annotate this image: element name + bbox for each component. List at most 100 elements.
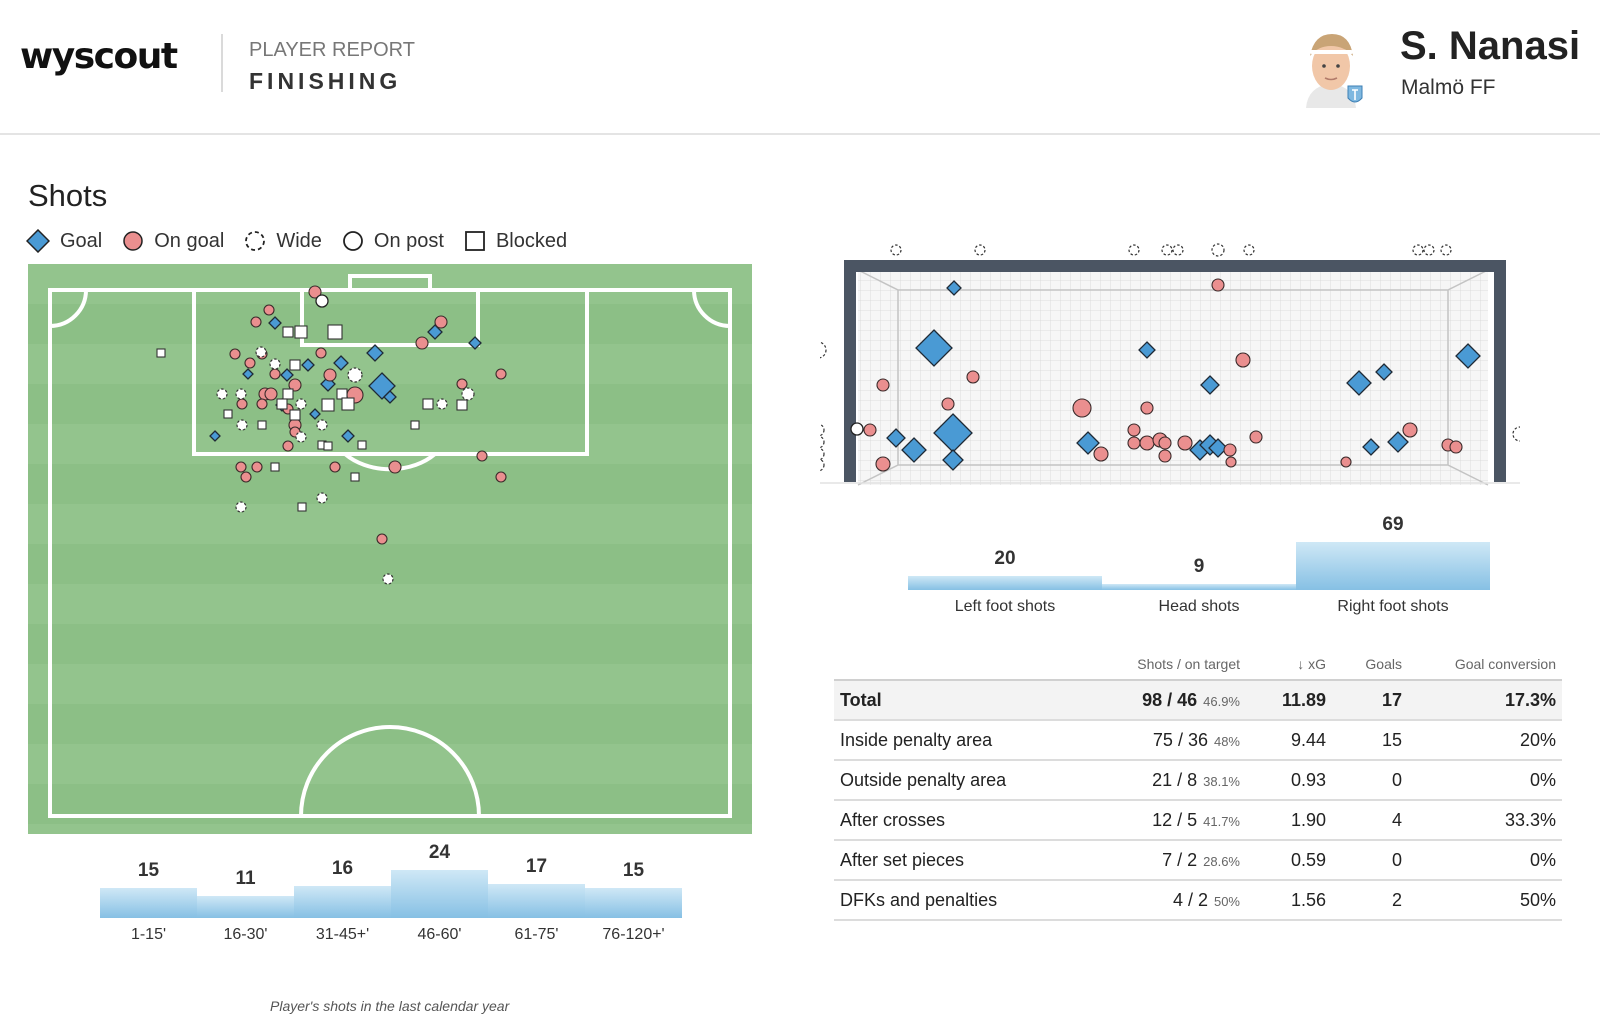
shot-on-goal-marker[interactable] (1158, 436, 1172, 450)
shot-blocked-marker[interactable] (270, 462, 280, 472)
shot-goal-marker[interactable] (1138, 341, 1156, 359)
shot-on-goal-marker[interactable] (1140, 401, 1154, 415)
stats-header-goals[interactable]: Goals (1332, 648, 1408, 681)
shot-on-goal-marker[interactable] (1093, 446, 1109, 462)
shot-blocked-marker[interactable] (276, 398, 288, 410)
shot-on-goal-marker[interactable] (251, 461, 263, 473)
shot-wide-marker[interactable] (269, 358, 281, 370)
body-part-bar[interactable] (1102, 583, 1296, 590)
shot-wide-marker[interactable] (820, 458, 825, 472)
stats-row[interactable]: DFKs and penalties 4 / 2 50% 1.56 2 50% (834, 880, 1562, 921)
shot-wide-marker[interactable] (295, 431, 307, 443)
shot-blocked-marker[interactable] (350, 472, 360, 482)
shot-blocked-marker[interactable] (257, 420, 267, 430)
shot-on-goal-marker[interactable] (876, 378, 890, 392)
shot-goal-marker[interactable] (946, 280, 962, 296)
shot-on-goal-marker[interactable] (1223, 443, 1237, 457)
shot-blocked-marker[interactable] (456, 399, 468, 411)
shot-on-goal-marker[interactable] (263, 304, 275, 316)
shot-wide-marker[interactable] (1423, 244, 1435, 256)
shot-goal-marker[interactable] (915, 329, 953, 367)
shot-on-goal-marker[interactable] (1449, 440, 1463, 454)
shot-on-goal-marker[interactable] (244, 357, 256, 369)
shot-on-goal-marker[interactable] (1249, 430, 1263, 444)
shot-on-goal-marker[interactable] (315, 347, 327, 359)
shot-on-goal-marker[interactable] (256, 398, 268, 410)
shot-goal-marker[interactable] (309, 408, 321, 420)
time-period-bar[interactable] (100, 888, 197, 918)
shot-blocked-marker[interactable] (289, 359, 301, 371)
shot-blocked-marker[interactable] (223, 409, 233, 419)
shot-goal-marker[interactable] (1076, 431, 1100, 455)
shot-wide-marker[interactable] (1211, 243, 1225, 257)
team-name[interactable]: Malmö FF (1401, 76, 1496, 99)
stats-row[interactable]: After set pieces 7 / 2 28.6% 0.59 0 0% (834, 840, 1562, 881)
shot-on-goal-marker[interactable] (941, 397, 955, 411)
shot-goal-marker[interactable] (942, 449, 964, 471)
shot-wide-marker[interactable] (436, 398, 448, 410)
shot-on-post-marker[interactable] (315, 294, 329, 308)
shot-on-goal-marker[interactable] (235, 461, 247, 473)
shot-goal-marker[interactable] (1362, 438, 1380, 456)
stats-header-shots[interactable]: Shots / on target (1094, 648, 1246, 681)
shot-goal-marker[interactable] (280, 368, 294, 382)
shot-on-goal-marker[interactable] (229, 348, 241, 360)
shot-on-goal-marker[interactable] (495, 368, 507, 380)
time-period-bar[interactable] (294, 886, 391, 918)
shot-on-goal-marker[interactable] (264, 387, 278, 401)
shot-on-goal-marker[interactable] (288, 378, 302, 392)
shot-goal-marker[interactable] (301, 358, 315, 372)
shot-goal-marker[interactable] (1375, 363, 1393, 381)
time-period-bar[interactable] (197, 896, 294, 918)
shot-on-goal-marker[interactable] (282, 440, 294, 452)
shot-on-goal-marker[interactable] (875, 456, 891, 472)
body-part-bar[interactable] (908, 576, 1102, 590)
shot-on-goal-marker[interactable] (863, 423, 877, 437)
shot-wide-marker[interactable] (1512, 426, 1520, 442)
shot-goal-marker[interactable] (209, 430, 221, 442)
stats-row[interactable]: Outside penalty area 21 / 8 38.1% 0.93 0 0% (834, 760, 1562, 801)
shot-wide-marker[interactable] (382, 573, 394, 585)
shot-on-goal-marker[interactable] (1402, 422, 1418, 438)
shot-on-goal-marker[interactable] (415, 336, 429, 350)
shot-goal-marker[interactable] (341, 429, 355, 443)
stats-header-xg[interactable]: ↓ xG (1246, 648, 1332, 681)
shot-goal-marker[interactable] (427, 324, 443, 340)
shot-wide-marker[interactable] (890, 244, 902, 256)
shot-wide-marker[interactable] (255, 346, 267, 358)
shot-goal-marker[interactable] (333, 355, 349, 371)
shot-wide-marker[interactable] (316, 492, 328, 504)
shot-on-goal-marker[interactable] (329, 461, 341, 473)
shot-on-goal-marker[interactable] (1211, 278, 1225, 292)
stats-row[interactable]: After crosses 12 / 5 41.7% 1.90 4 33.3% (834, 800, 1562, 841)
shot-on-goal-marker[interactable] (1225, 456, 1237, 468)
shot-on-goal-marker[interactable] (1072, 398, 1092, 418)
shot-wide-marker[interactable] (1172, 244, 1184, 256)
shot-blocked-marker[interactable] (327, 324, 343, 340)
shot-blocked-marker[interactable] (321, 398, 335, 412)
shot-on-goal-marker[interactable] (376, 533, 388, 545)
shot-wide-marker[interactable] (1243, 244, 1255, 256)
shot-goal-marker[interactable] (1455, 343, 1481, 369)
shot-on-goal-marker[interactable] (495, 471, 507, 483)
wyscout-logo[interactable]: wyscout (20, 36, 178, 77)
time-period-bar[interactable] (391, 870, 488, 918)
shot-on-goal-marker[interactable] (323, 368, 337, 382)
shot-map-pitch[interactable] (28, 264, 752, 834)
shot-wide-marker[interactable] (820, 435, 825, 449)
shot-on-goal-marker[interactable] (1235, 352, 1251, 368)
shot-wide-marker[interactable] (1128, 244, 1140, 256)
shot-on-goal-marker[interactable] (1139, 435, 1155, 451)
shot-goal-marker[interactable] (1346, 370, 1372, 396)
shot-blocked-marker[interactable] (422, 398, 434, 410)
shot-on-goal-marker[interactable] (269, 368, 281, 380)
time-period-bar[interactable] (585, 888, 682, 918)
shot-wide-marker[interactable] (820, 423, 825, 437)
shot-wide-marker[interactable] (461, 387, 475, 401)
shot-on-goal-marker[interactable] (308, 285, 322, 299)
shot-on-post-marker[interactable] (850, 422, 864, 436)
shot-goal-marker[interactable] (886, 428, 906, 448)
stats-row[interactable]: Total 98 / 46 46.9% 11.89 17 17.3% (834, 680, 1562, 721)
shot-wide-marker[interactable] (1440, 244, 1452, 256)
shot-blocked-marker[interactable] (410, 420, 420, 430)
